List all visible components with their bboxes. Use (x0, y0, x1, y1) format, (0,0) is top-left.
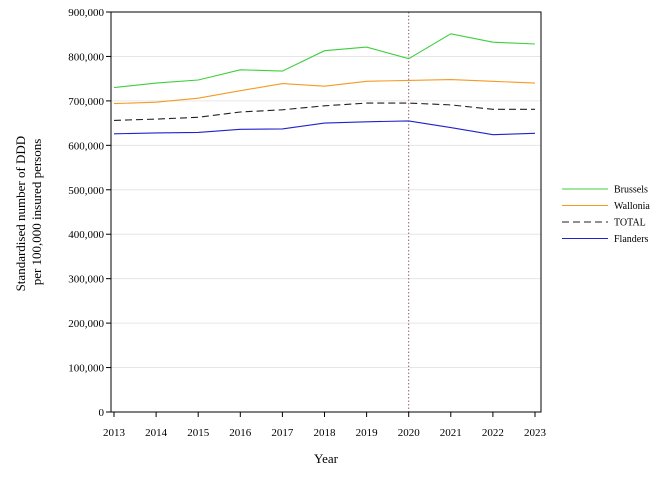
legend-label-wallonia: Wallonia (614, 201, 650, 212)
series-line-brussels (113, 33, 536, 89)
y-tick-label: 600,000 (68, 140, 104, 152)
y-tick-label: 300,000 (68, 274, 104, 286)
x-tick-label: 2013 (103, 427, 126, 439)
y-tick-label: 0 (99, 407, 105, 419)
x-axis-title: Year (314, 451, 339, 466)
x-tick-label: 2021 (440, 427, 462, 439)
y-axis-title: Standardised number of DDD per 100,000 i… (13, 133, 44, 292)
legend-label-brussels: Brussels (614, 185, 648, 196)
y-tick-label: 400,000 (68, 229, 104, 241)
y-axis: 0 100,000 200,000 300,000 400,000 500,000 600,… (68, 7, 111, 419)
legend-label-flanders: Flanders (614, 234, 649, 245)
x-tick-label: 2014 (145, 427, 168, 439)
x-tick-label: 2016 (229, 427, 252, 439)
legend-label-total: TOTAL (614, 218, 646, 229)
x-tick-label: 2015 (187, 427, 210, 439)
x-tick-label: 2018 (314, 427, 337, 439)
x-tick-label: 2017 (271, 427, 294, 439)
gridlines (111, 11, 541, 369)
y-axis-title-line-2: per 100,000 insured persons (29, 139, 44, 286)
series-line-flanders (113, 120, 536, 136)
x-tick-label: 2022 (482, 427, 504, 439)
x-axis: 2013 2014 2015 2016 2017 2018 2019 2020 2021 2022… (103, 412, 547, 439)
x-tick-label: 2020 (398, 427, 421, 439)
y-axis-title-line-1: Standardised number of DDD (13, 136, 28, 292)
y-tick-label: 100,000 (68, 363, 104, 375)
x-tick-label: 2023 (524, 427, 547, 439)
y-tick-label: 900,000 (68, 7, 104, 19)
series-lines (113, 33, 536, 136)
series-line-total (113, 102, 535, 121)
y-tick-label: 700,000 (68, 96, 104, 108)
y-tick-label: 500,000 (68, 185, 104, 197)
plot-frame (110, 11, 542, 413)
y-tick-label: 200,000 (68, 318, 104, 330)
series-line-wallonia (113, 79, 536, 105)
legend: Brussels Wallonia TOTAL Flanders (562, 185, 650, 245)
y-tick-label: 800,000 (68, 51, 104, 63)
x-tick-label: 2019 (356, 427, 379, 439)
